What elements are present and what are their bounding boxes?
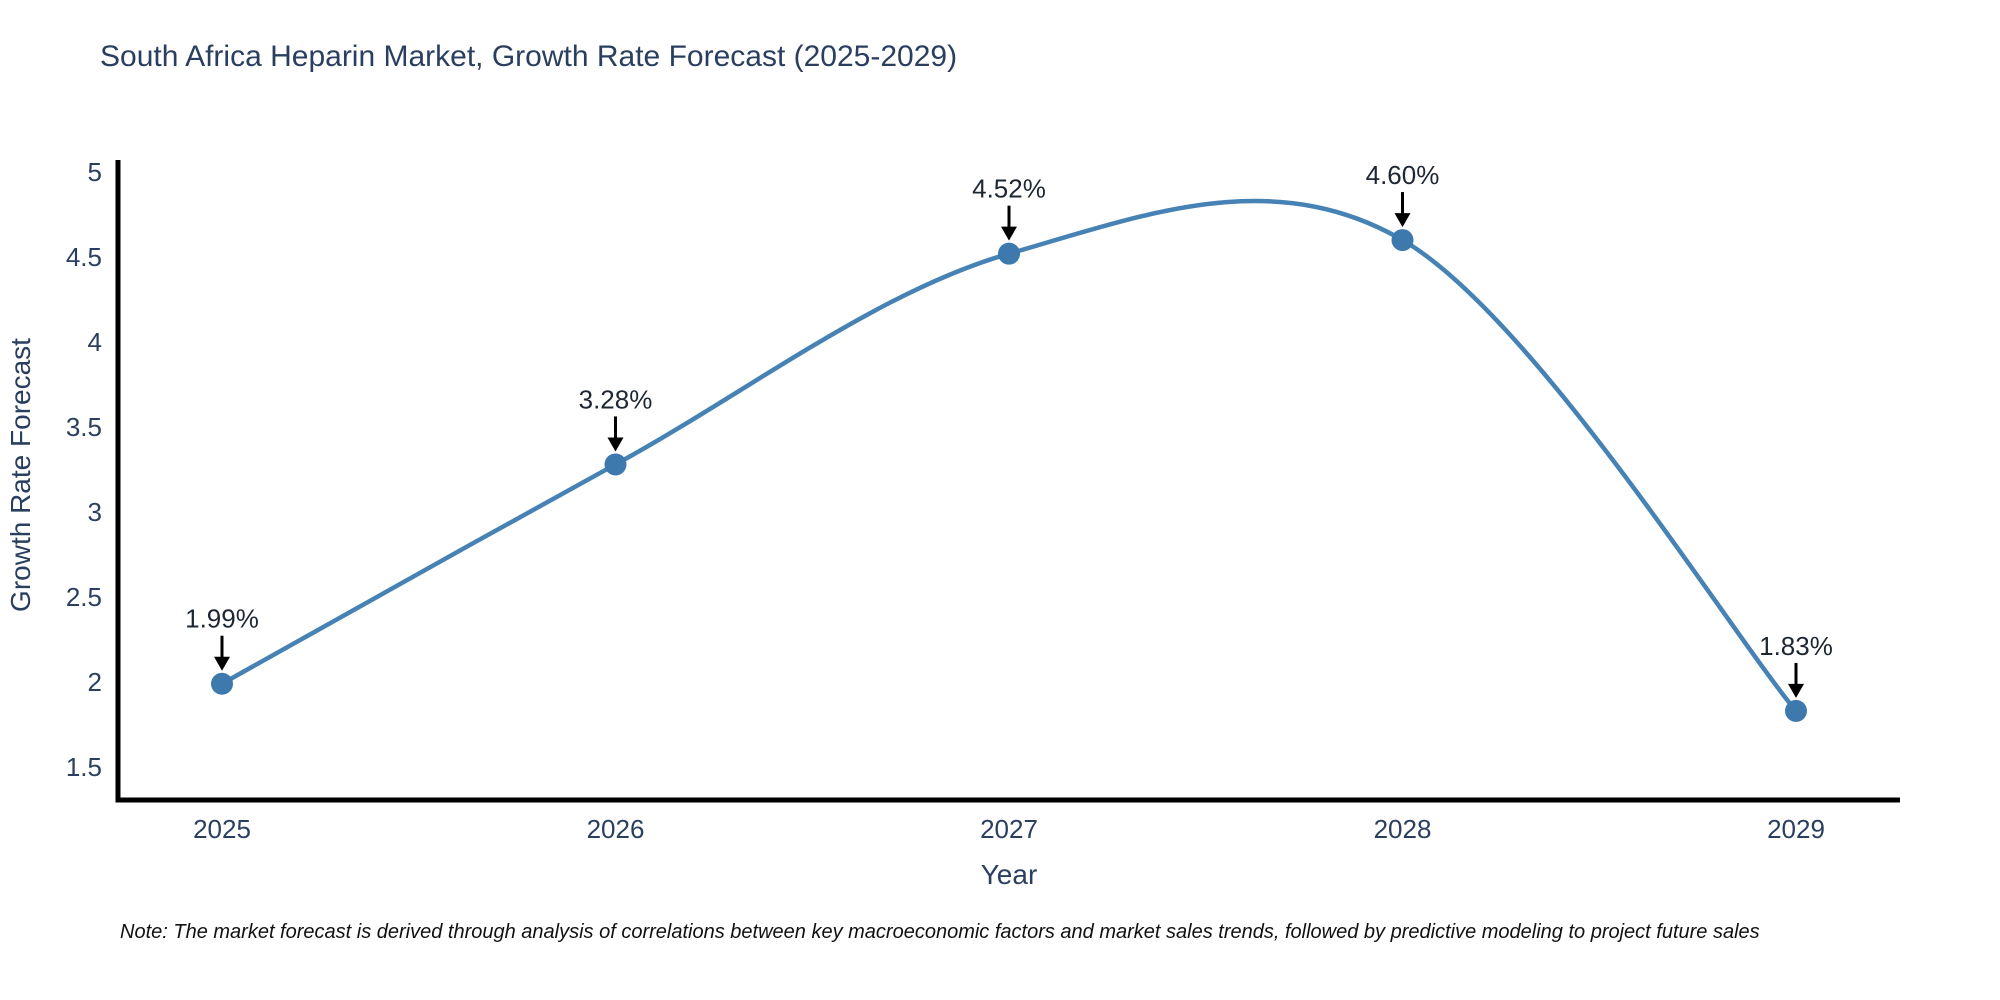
x-tick-label: 2029 (1767, 814, 1825, 844)
y-tick-label: 2.5 (66, 582, 102, 612)
annotation-arrowhead (1394, 213, 1411, 228)
annotation-label: 1.83% (1759, 631, 1833, 661)
plot-area: 1.5 2 2.5 3 3.5 4 4.5 5 2025 2026 2027 2028 2029 1.99… (66, 157, 1900, 844)
annotation-label: 4.60% (1366, 160, 1440, 190)
y-tick-label: 2 (88, 667, 102, 697)
data-point-marker (1785, 699, 1807, 722)
x-tick-label: 2026 (587, 814, 645, 844)
annotation-label: 1.99% (185, 604, 259, 634)
data-point-marker (211, 672, 233, 695)
y-tick-label: 4.5 (66, 242, 102, 272)
annotation-arrowhead (214, 656, 230, 671)
y-axis-label: Growth Rate Forecast (5, 338, 36, 612)
y-tick-label: 3.5 (66, 412, 102, 442)
y-tick-label: 3 (88, 497, 102, 527)
x-tick-label: 2025 (193, 814, 251, 844)
data-point-marker (1391, 229, 1414, 252)
data-point-marker (604, 453, 627, 476)
annotation-arrowhead (1001, 226, 1017, 241)
data-point-marker (998, 242, 1020, 265)
y-tick-label: 5 (88, 157, 102, 187)
x-axis-label: Year (981, 859, 1038, 890)
x-tick-label: 2027 (980, 814, 1038, 844)
footnote: Note: The market forecast is derived thr… (120, 921, 1760, 943)
y-tick-label: 1.5 (66, 752, 102, 782)
y-tick-label: 4 (88, 327, 102, 357)
trend-line (219, 198, 1799, 714)
x-tick-label: 2028 (1374, 814, 1432, 844)
annotation-arrowhead (607, 437, 624, 452)
annotation-label: 3.28% (579, 384, 653, 414)
annotation-arrowhead (1788, 683, 1804, 698)
annotation-label: 4.52% (972, 174, 1046, 204)
chart-title: South Africa Heparin Market, Growth Rate… (100, 40, 957, 73)
